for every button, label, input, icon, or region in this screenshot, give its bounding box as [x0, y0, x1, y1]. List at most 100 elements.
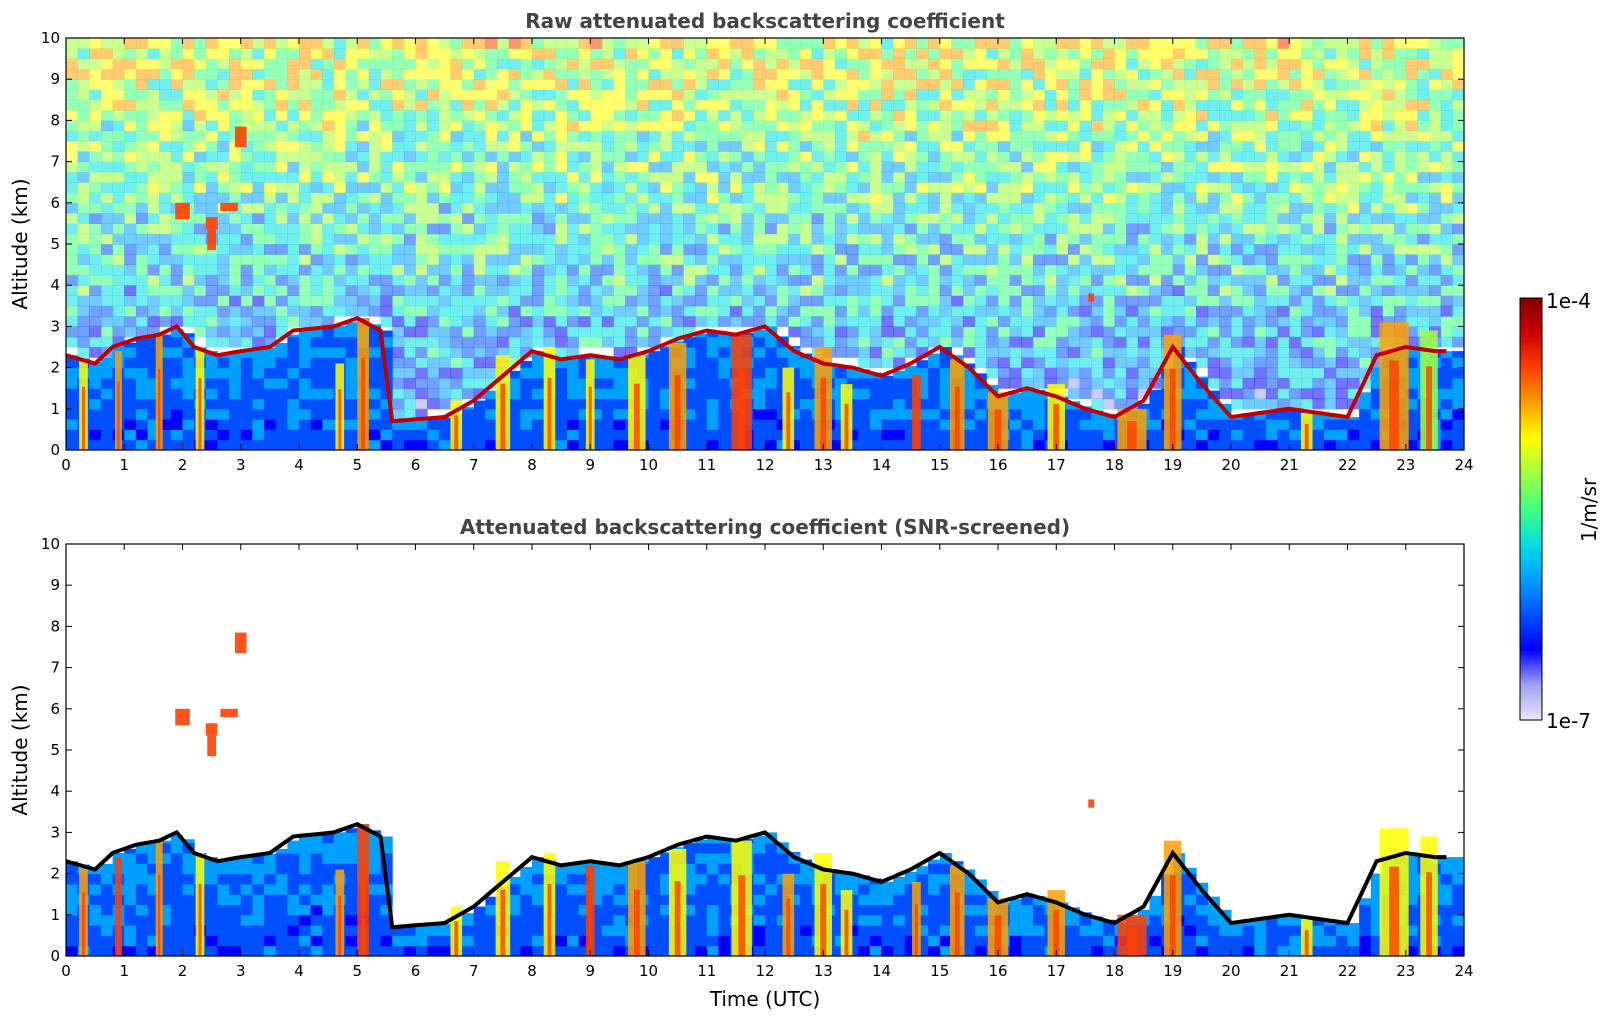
noise-cell — [869, 223, 882, 235]
noise-cell — [718, 274, 731, 286]
noise-cell — [333, 151, 347, 163]
noise-cell — [392, 171, 405, 183]
noise-cell — [368, 130, 382, 142]
noise-cell — [858, 182, 871, 193]
noise-cell — [1370, 357, 1383, 369]
noise-cell — [1324, 110, 1337, 121]
noise-cell — [1137, 326, 1150, 338]
boundary-layer-cell — [1184, 419, 1197, 430]
noise-cell — [170, 285, 183, 296]
boundary-layer-cell — [881, 439, 894, 450]
noise-cell — [1265, 110, 1279, 121]
boundary-layer-cell — [566, 358, 580, 369]
noise-cell — [194, 274, 207, 286]
noise-cell — [1032, 48, 1046, 60]
noise-cell — [1149, 326, 1162, 338]
noise-cell — [1137, 58, 1150, 70]
boundary-layer-cell — [170, 367, 183, 379]
noise-cell — [112, 336, 125, 348]
boundary-layer-cell — [415, 419, 428, 430]
noise-cell — [1405, 48, 1418, 60]
noise-cell — [1324, 336, 1337, 348]
noise-cell — [194, 130, 207, 142]
noise-cell — [1300, 213, 1314, 224]
boundary-layer-cell — [229, 429, 242, 441]
noise-cell — [648, 192, 661, 204]
noise-cell — [520, 326, 533, 338]
noise-cell — [718, 89, 731, 101]
boundary-layer-cell — [1312, 429, 1325, 441]
noise-cell — [1114, 285, 1127, 296]
noise-cell — [427, 110, 440, 121]
noise-cell — [613, 336, 626, 348]
noise-cell — [1312, 254, 1325, 266]
x-tick-label: 19 — [1163, 456, 1182, 474]
noise-cell — [671, 79, 684, 90]
noise-cell — [811, 274, 824, 286]
noise-cell — [1242, 316, 1255, 327]
noise-cell — [904, 326, 917, 338]
noise-cell — [1417, 192, 1430, 204]
noise-cell — [928, 202, 941, 214]
noise-cell — [520, 171, 533, 183]
noise-cell — [823, 295, 836, 307]
noise-cell — [660, 38, 673, 49]
noise-cell — [1277, 141, 1290, 152]
noise-cell — [590, 120, 603, 132]
noise-cell — [66, 192, 79, 204]
noise-cell — [1370, 223, 1383, 235]
noise-cell — [1196, 274, 1209, 286]
noise-cell — [462, 388, 475, 399]
noise-cell — [1009, 120, 1022, 132]
noise-cell — [1277, 295, 1290, 307]
y-tick-label: 3 — [50, 317, 60, 335]
noise-cell — [776, 305, 789, 317]
noise-cell — [1394, 244, 1407, 255]
boundary-layer-cell — [776, 336, 789, 338]
noise-cell — [287, 295, 300, 307]
noise-cell — [1335, 388, 1348, 399]
noise-cell — [1184, 336, 1197, 348]
noise-cell — [974, 336, 987, 348]
noise-cell — [380, 305, 393, 317]
aerosol-plume-core — [500, 383, 506, 450]
x-tick-label: 8 — [527, 456, 537, 474]
noise-cell — [1335, 182, 1348, 193]
noise-cell — [1254, 110, 1267, 121]
boundary-layer-cell — [858, 369, 871, 379]
noise-cell — [1300, 223, 1314, 235]
noise-cell — [974, 274, 987, 286]
boundary-layer-cell — [1196, 439, 1209, 450]
noise-cell — [112, 171, 125, 183]
noise-cell — [590, 285, 603, 296]
noise-cell — [403, 233, 416, 245]
noise-cell — [1079, 377, 1092, 389]
boundary-layer-cell — [322, 357, 335, 369]
noise-cell — [532, 99, 545, 111]
noise-cell — [648, 182, 661, 193]
noise-cell — [415, 316, 428, 327]
boundary-layer-cell — [834, 377, 848, 389]
noise-cell — [1324, 213, 1337, 224]
noise-cell — [1102, 305, 1115, 317]
noise-cell — [1440, 326, 1453, 338]
boundary-layer-cell — [520, 398, 533, 410]
noise-cell — [1044, 192, 1057, 204]
noise-cell — [823, 38, 836, 49]
noise-cell — [904, 336, 917, 348]
boundary-layer-cell — [846, 388, 859, 399]
boundary-layer-cell — [613, 377, 626, 389]
noise-cell — [799, 130, 813, 142]
noise-cell — [718, 99, 731, 111]
noise-cell — [951, 120, 964, 132]
noise-cell — [648, 99, 661, 111]
boundary-layer-cell — [217, 429, 230, 441]
noise-cell — [1324, 192, 1337, 204]
noise-cell — [590, 141, 603, 152]
noise-cell — [601, 99, 615, 111]
noise-cell — [799, 192, 813, 204]
noise-cell — [613, 274, 626, 286]
noise-cell — [636, 141, 649, 152]
noise-cell — [1405, 151, 1418, 163]
noise-cell — [77, 68, 90, 80]
